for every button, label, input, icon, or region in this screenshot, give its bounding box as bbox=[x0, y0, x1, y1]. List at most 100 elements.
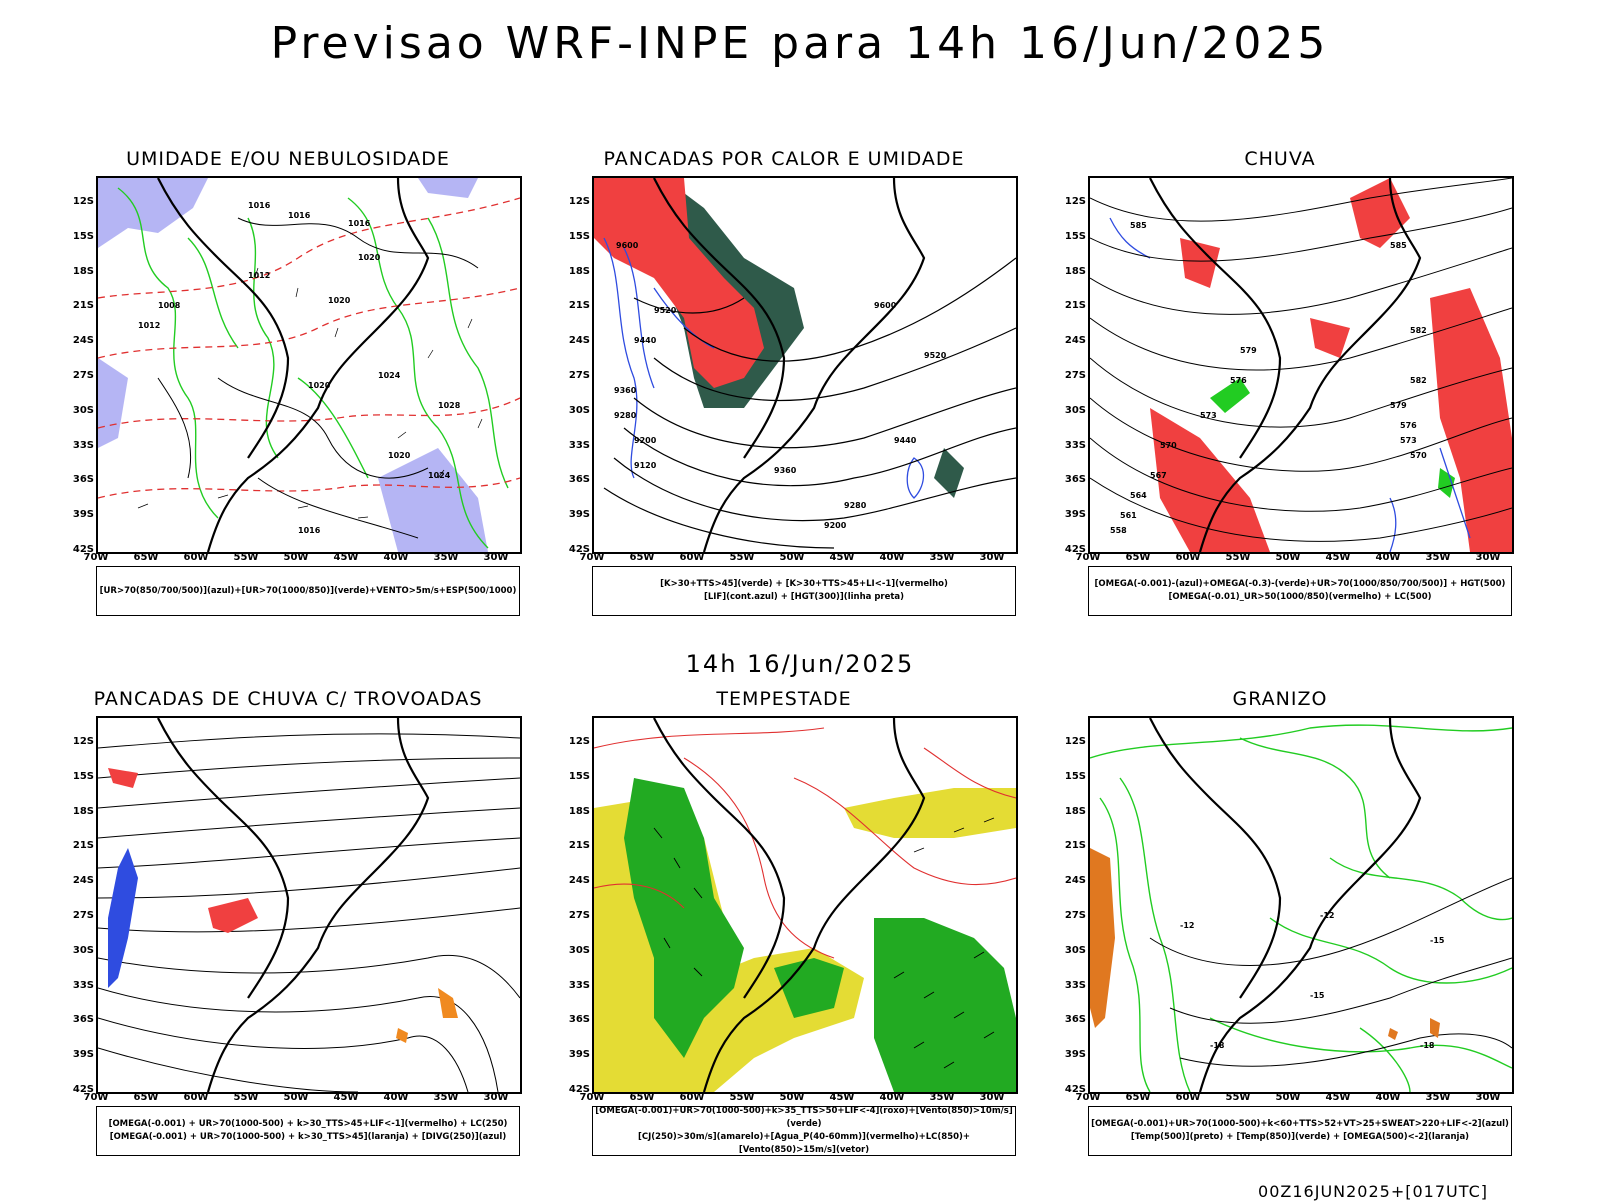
lon-tick: 50W bbox=[779, 552, 805, 563]
lat-tick: 18S bbox=[568, 266, 590, 277]
axis-labels: 12S 15S 18S 21S 24S 27S 30S 33S 36S 39S … bbox=[1065, 176, 1514, 576]
lon-tick: 35W bbox=[1425, 552, 1451, 563]
lat-tick: 12S bbox=[72, 736, 94, 747]
panel-granizo: GRANIZO bbox=[1065, 688, 1514, 1156]
legend-line: [K>30+TTS>45](verde) + [K>30+TTS>45+LI<-… bbox=[660, 579, 948, 589]
lat-tick: 21S bbox=[568, 300, 590, 311]
lon-tick: 70W bbox=[579, 552, 605, 563]
contour-label: -12 bbox=[1320, 911, 1334, 920]
contour-label: 1020 bbox=[328, 296, 351, 305]
contour-label: 1012 bbox=[138, 321, 160, 330]
lon-tick: 70W bbox=[83, 552, 109, 563]
lat-tick: 30S bbox=[568, 945, 590, 956]
lat-tick: 21S bbox=[1064, 300, 1086, 311]
lat-tick: 12S bbox=[568, 736, 590, 747]
contour-label: 9520 bbox=[924, 351, 947, 360]
lon-tick: 45W bbox=[829, 552, 855, 563]
lat-tick: 12S bbox=[1064, 736, 1086, 747]
lon-tick: 60W bbox=[679, 1092, 705, 1103]
lat-tick: 27S bbox=[72, 370, 94, 381]
lat-tick: 33S bbox=[1064, 440, 1086, 451]
lat-tick: 42S bbox=[1064, 544, 1086, 555]
map-granizo: -12 -12 -15 -15 -18 -18 bbox=[1088, 716, 1514, 1094]
lon-tick: 40W bbox=[383, 552, 409, 563]
panel-title: PANCADAS DE CHUVA C/ TROVOADAS bbox=[93, 688, 483, 710]
contour-label: 1016 bbox=[248, 201, 271, 210]
lon-tick: 55W bbox=[233, 552, 259, 563]
legend-line: [LIF](cont.azul) + [HGT(300)](linha pret… bbox=[703, 592, 905, 602]
contour-label: -12 bbox=[1180, 921, 1194, 930]
contour-label: 9600 bbox=[874, 301, 897, 310]
map-umidade-svg: 1016 1016 1016 1020 1020 1012 1008 1020 1024 1028… bbox=[98, 178, 520, 552]
wind-green-shading bbox=[624, 778, 1016, 1092]
lat-tick: 27S bbox=[72, 910, 94, 921]
lon-tick: 35W bbox=[1425, 1092, 1451, 1103]
contour-label: -18 bbox=[1210, 1041, 1225, 1050]
lat-tick: 15S bbox=[1064, 771, 1086, 782]
lat-tick: 18S bbox=[568, 806, 590, 817]
red-storm-shading bbox=[108, 768, 258, 933]
map-granizo-svg: -12 -12 -15 -15 -18 -18 bbox=[1090, 718, 1512, 1092]
map-pancadas-trovoadas-svg bbox=[98, 718, 520, 1092]
lat-tick: 36S bbox=[1064, 1014, 1086, 1025]
contour-label: 573 bbox=[1400, 436, 1417, 445]
lon-tick: 30W bbox=[1475, 1092, 1501, 1103]
lat-tick: 15S bbox=[568, 771, 590, 782]
lon-tick: 70W bbox=[83, 1092, 109, 1103]
contour-label: -15 bbox=[1310, 991, 1325, 1000]
lon-tick: 35W bbox=[433, 1092, 459, 1103]
contour-label: 1020 bbox=[388, 451, 411, 460]
contour-label: 585 bbox=[1130, 221, 1147, 230]
lon-tick: 35W bbox=[433, 552, 459, 563]
lon-tick: 45W bbox=[333, 1092, 359, 1103]
hgt500-contours bbox=[1090, 178, 1512, 542]
contour-label: 561 bbox=[1120, 511, 1137, 520]
lat-tick: 21S bbox=[72, 840, 94, 851]
lon-tick: 70W bbox=[1075, 552, 1101, 563]
lon-tick: 70W bbox=[1075, 1092, 1101, 1103]
panel-legend: [K>30+TTS>45](verde) + [K>30+TTS>45+LI<-… bbox=[592, 566, 1016, 616]
lat-tick: 24S bbox=[1064, 335, 1086, 346]
lat-tick: 24S bbox=[568, 875, 590, 886]
lat-tick: 42S bbox=[72, 544, 94, 555]
red-instability-shading bbox=[594, 178, 764, 388]
temp850-green-contours bbox=[1090, 724, 1512, 1092]
lat-tick: 24S bbox=[568, 335, 590, 346]
pressure-black-contours bbox=[157, 217, 479, 539]
lat-tick: 21S bbox=[72, 300, 94, 311]
lat-tick: 15S bbox=[568, 231, 590, 242]
contour-label: -18 bbox=[1420, 1041, 1435, 1050]
lat-tick: 24S bbox=[72, 335, 94, 346]
lon-tick: 55W bbox=[729, 1092, 755, 1103]
lon-tick: 50W bbox=[283, 1092, 309, 1103]
lon-tick: 65W bbox=[629, 1092, 655, 1103]
lon-tick: 55W bbox=[1225, 552, 1251, 563]
legend-line: [CJ(250)>30m/s](amarelo)+[Agua_P(40-60mm… bbox=[637, 1132, 971, 1155]
contour-label: 585 bbox=[1390, 241, 1407, 250]
axis-labels: 12S 15S 18S 21S 24S 27S 30S 33S 36S 39S … bbox=[1065, 716, 1514, 1116]
contour-label: 582 bbox=[1410, 326, 1427, 335]
lon-tick: 30W bbox=[979, 1092, 1005, 1103]
lat-tick: 15S bbox=[1064, 231, 1086, 242]
lat-tick: 42S bbox=[72, 1084, 94, 1095]
contour-label: 570 bbox=[1160, 441, 1177, 450]
panel-legend: [OMEGA(-0.001)+UR>70(1000-500)+k<60+TTS>… bbox=[1088, 1106, 1512, 1156]
lon-tick: 55W bbox=[729, 552, 755, 563]
coastline bbox=[1149, 718, 1422, 1092]
lat-tick: 12S bbox=[72, 196, 94, 207]
map-tempestade bbox=[592, 716, 1018, 1094]
lon-tick: 40W bbox=[879, 552, 905, 563]
lon-tick: 40W bbox=[1375, 552, 1401, 563]
legend-line: [OMEGA(-0.001) + UR>70(1000-500) + k>30_… bbox=[109, 1132, 507, 1142]
lat-tick: 27S bbox=[1064, 910, 1086, 921]
lat-tick: 39S bbox=[568, 509, 590, 520]
omega-blue bbox=[1109, 217, 1471, 552]
lat-tick: 33S bbox=[72, 980, 94, 991]
lon-tick: 65W bbox=[133, 552, 159, 563]
map-tempestade-svg bbox=[594, 718, 1016, 1092]
map-chuva: 585 585 582 579 576 573 570 567 564 561 558 582 579 5… bbox=[1088, 176, 1514, 554]
map-chuva-svg: 585 585 582 579 576 573 570 567 564 561 558 582 579 5… bbox=[1090, 178, 1512, 552]
thickness-red-dashed bbox=[98, 197, 520, 499]
lat-tick: 15S bbox=[72, 771, 94, 782]
contour-label: 573 bbox=[1200, 411, 1217, 420]
